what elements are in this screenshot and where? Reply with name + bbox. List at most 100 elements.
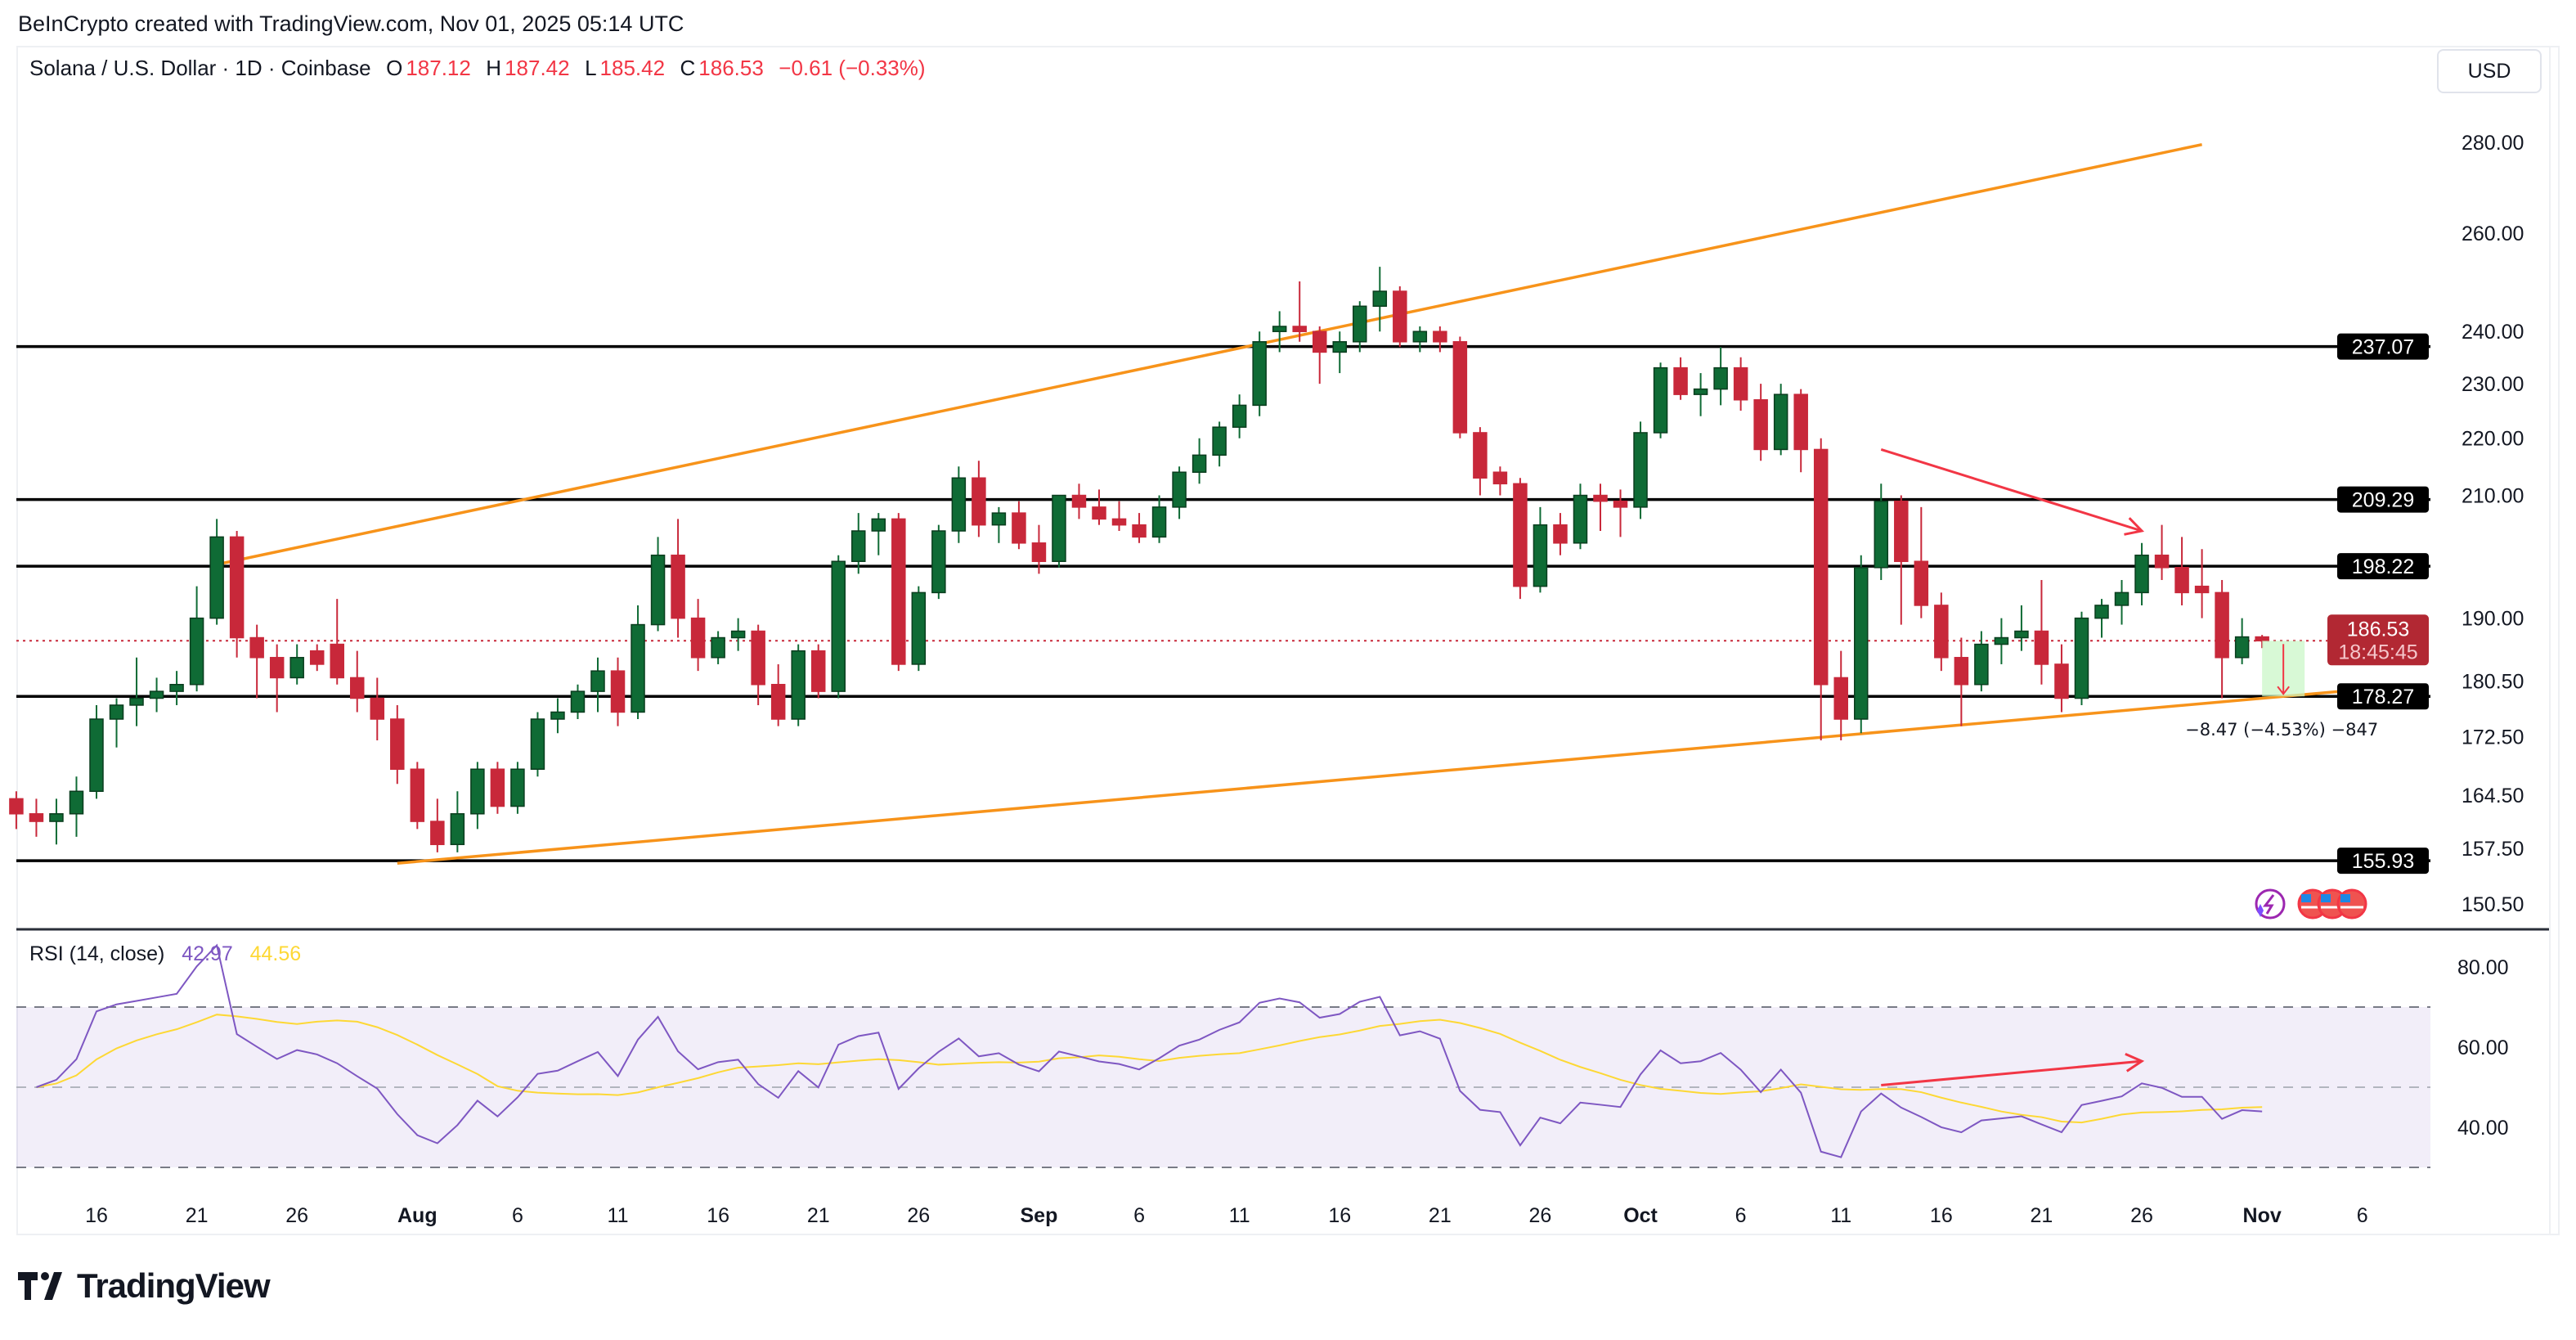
price-tick-label: 280.00 [2462,132,2524,155]
open-label: O [386,56,403,80]
candle-body [1553,524,1568,544]
candle-body [1653,366,1668,434]
candle-body [1934,605,1949,659]
high-label: H [486,56,502,80]
candle-body [1232,404,1247,428]
candle-body [1593,494,1608,502]
candle-body [2234,636,2250,659]
candle-body [1733,366,1748,401]
candle-body [129,697,144,706]
rsi-title[interactable]: RSI (14, close) [29,942,165,965]
candle-body [510,768,525,807]
candle-body [29,813,44,822]
rsi-value: 42.97 [182,942,233,965]
price-tick-label: 150.50 [2462,893,2524,916]
currency-button[interactable]: USD [2437,49,2542,93]
measure-label: −8.47 (−4.53%) −847 [2185,720,2378,740]
candle-body [430,821,445,846]
candle-body [650,554,666,626]
candle-body [690,617,706,659]
candle-body [2154,554,2170,569]
candle-body [1433,331,1447,343]
divergence-arrow-rsi [1881,1059,2143,1087]
candle-body [410,768,425,822]
candle-body [1573,494,1588,544]
candle-body [1132,524,1147,538]
candle-body [209,536,224,619]
symbol-title[interactable]: Solana / U.S. Dollar · 1D · Coinbase [29,56,371,80]
last-price-badge [2327,614,2429,666]
measure-arrow-head [2277,686,2290,695]
candle-body [1372,290,1388,308]
candle-body [330,643,344,679]
us-flag-canton [2321,894,2331,902]
tradingview-logo[interactable]: TradingView [18,1266,271,1306]
last-price-badge-text: 186.53 [2347,618,2409,641]
trendline [397,684,2403,865]
candle-body [2114,591,2129,606]
divergence-arrow-rsi-head [2125,1053,2145,1072]
candle-body [189,617,204,686]
level-price-badge-text: 237.07 [2352,336,2414,359]
rsi-ma-value: 44.56 [249,942,302,965]
candle-body [1212,426,1227,456]
candle-body [2054,663,2069,699]
price-tick-label: 172.50 [2462,726,2524,749]
time-tick-label: Nov [2243,1204,2282,1227]
candle-body [1071,494,1087,508]
time-tick-label: 21 [1429,1204,1452,1227]
time-tick-label: 6 [1133,1204,1145,1227]
time-tick-label: 21 [2031,1204,2053,1227]
tradingview-logo-icon [18,1272,62,1300]
candle-body [1412,331,1428,343]
time-tick-label: 16 [1930,1204,1953,1227]
level-price-badge [2337,683,2429,710]
candle-body [149,690,164,699]
brand-name: TradingView [77,1266,271,1305]
candle-body [89,718,104,793]
rsi-legend: RSI (14, close) 42.97 44.56 [29,942,301,966]
rsi-line [36,943,2263,1158]
candle-body [49,813,64,822]
candle-body [1452,341,1468,434]
candle-body [69,790,84,815]
price-tick-label: 164.50 [2462,785,2524,807]
time-tick-label: 26 [2130,1204,2153,1227]
candle-body [1854,567,1869,720]
candle-body [9,798,24,815]
candle-body [350,677,365,699]
candle-body [1052,494,1066,562]
candle-body [1192,454,1207,473]
candle-body [1813,448,1829,686]
candle-body [711,636,725,659]
price-tick-label: 157.50 [2462,838,2524,861]
time-tick-label: 16 [1328,1204,1351,1227]
candle-body [1312,331,1327,353]
candle-body [530,718,545,770]
candle-body [1492,471,1508,485]
divergence-arrow-price [1880,448,2143,533]
divergence-arrow-price-head [2124,517,2145,536]
level-price-badge-text: 198.22 [2352,555,2414,578]
candle-body [590,670,605,692]
rsi-ma-line [36,1014,2263,1124]
attribution-text: BeInCrypto created with TradingView.com,… [18,11,684,36]
candle-body [1833,677,1848,720]
candle-body [1894,500,1909,562]
candle-body [1673,366,1688,395]
time-tick-label: 11 [1229,1204,1250,1227]
candle-body [1974,643,1989,686]
candle-body [1693,388,1708,395]
candle-body [1513,483,1528,587]
candle-body [1713,366,1728,390]
candle-body [249,636,264,659]
time-tick-label: Oct [1623,1204,1658,1227]
candle-body [289,657,304,679]
candle-body [2074,617,2089,699]
price-tick-label: 190.00 [2462,608,2524,631]
lightning-bolt-icon [2262,894,2275,915]
candle-body [1473,432,1488,479]
candle-body [109,704,124,720]
candle-body [1753,399,1768,451]
